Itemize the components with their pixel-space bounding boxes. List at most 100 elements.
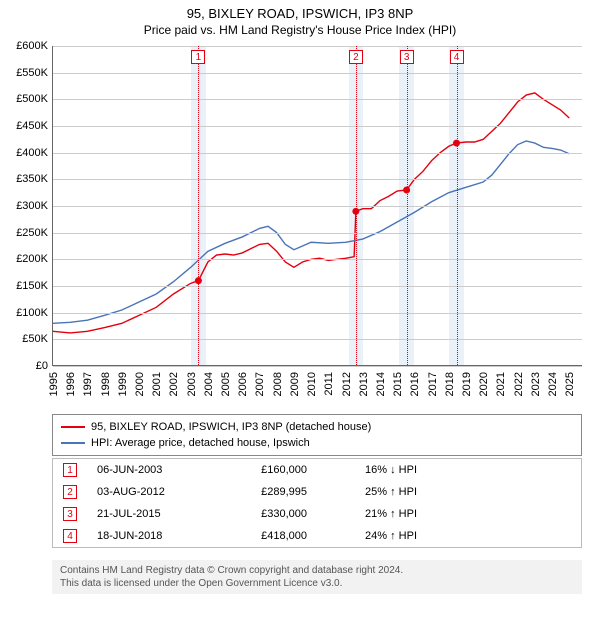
event-line xyxy=(356,46,357,365)
x-tick-label: 1995 xyxy=(48,372,60,396)
y-tick-label: £150K xyxy=(8,280,48,292)
x-tick-label: 2020 xyxy=(478,372,490,396)
attribution-footer: Contains HM Land Registry data © Crown c… xyxy=(52,560,582,594)
x-tick-label: 2021 xyxy=(495,372,507,396)
legend-swatch xyxy=(61,426,85,428)
table-date: 03-AUG-2012 xyxy=(97,486,207,498)
table-row: 3 21-JUL-2015 £330,000 21% ↑ HPI xyxy=(53,503,581,525)
x-tick-label: 2014 xyxy=(375,372,387,396)
x-tick-label: 2024 xyxy=(547,372,559,396)
legend-label: HPI: Average price, detached house, Ipsw… xyxy=(91,437,310,449)
y-tick-label: £300K xyxy=(8,200,48,212)
x-tick-label: 2000 xyxy=(134,372,146,396)
legend-swatch xyxy=(61,442,85,444)
gridline xyxy=(53,259,582,260)
gridline xyxy=(53,73,582,74)
legend-row: 95, BIXLEY ROAD, IPSWICH, IP3 8NP (detac… xyxy=(61,419,573,435)
x-tick-label: 2001 xyxy=(151,372,163,396)
y-tick-label: £200K xyxy=(8,253,48,265)
table-row: 4 18-JUN-2018 £418,000 24% ↑ HPI xyxy=(53,525,581,547)
x-tick-label: 2017 xyxy=(427,372,439,396)
table-date: 21-JUL-2015 xyxy=(97,508,207,520)
x-tick-label: 2019 xyxy=(461,372,473,396)
x-tick-label: 2003 xyxy=(186,372,198,396)
table-delta: 25% ↑ HPI xyxy=(327,486,417,498)
table-delta: 24% ↑ HPI xyxy=(327,530,417,542)
gridline xyxy=(53,99,582,100)
table-marker: 1 xyxy=(63,463,77,477)
chart-container: 95, BIXLEY ROAD, IPSWICH, IP3 8NP Price … xyxy=(0,0,600,620)
x-tick-label: 2002 xyxy=(168,372,180,396)
table-price: £160,000 xyxy=(227,464,307,476)
event-line xyxy=(457,46,458,365)
x-tick-label: 2008 xyxy=(272,372,284,396)
gridline xyxy=(53,179,582,180)
y-tick-label: £50K xyxy=(8,333,48,345)
table-marker: 4 xyxy=(63,529,77,543)
event-marker: 1 xyxy=(191,50,205,64)
table-price: £418,000 xyxy=(227,530,307,542)
y-tick-label: £100K xyxy=(8,307,48,319)
x-tick-label: 2012 xyxy=(341,372,353,396)
chart-subtitle: Price paid vs. HM Land Registry's House … xyxy=(0,21,600,37)
event-marker: 4 xyxy=(450,50,464,64)
legend-label: 95, BIXLEY ROAD, IPSWICH, IP3 8NP (detac… xyxy=(91,421,371,433)
event-marker: 2 xyxy=(349,50,363,64)
x-tick-label: 2023 xyxy=(530,372,542,396)
footer-line2: This data is licensed under the Open Gov… xyxy=(60,577,574,590)
event-marker: 3 xyxy=(400,50,414,64)
x-tick-label: 2015 xyxy=(392,372,404,396)
gridline xyxy=(53,153,582,154)
y-tick-label: £250K xyxy=(8,227,48,239)
x-tick-label: 2011 xyxy=(323,372,335,396)
x-tick-label: 1996 xyxy=(65,372,77,396)
events-table: 1 06-JUN-2003 £160,000 16% ↓ HPI 2 03-AUG-201… xyxy=(52,458,582,548)
table-row: 1 06-JUN-2003 £160,000 16% ↓ HPI xyxy=(53,459,581,481)
table-date: 18-JUN-2018 xyxy=(97,530,207,542)
y-tick-label: £550K xyxy=(8,67,48,79)
y-tick-label: £600K xyxy=(8,40,48,52)
table-row: 2 03-AUG-2012 £289,995 25% ↑ HPI xyxy=(53,481,581,503)
gridline xyxy=(53,366,582,367)
table-delta: 21% ↑ HPI xyxy=(327,508,417,520)
gridline xyxy=(53,46,582,47)
x-tick-label: 1999 xyxy=(117,372,129,396)
x-tick-label: 2005 xyxy=(220,372,232,396)
x-tick-label: 1998 xyxy=(100,372,112,396)
table-price: £289,995 xyxy=(227,486,307,498)
gridline xyxy=(53,286,582,287)
gridline xyxy=(53,206,582,207)
y-tick-label: £500K xyxy=(8,93,48,105)
x-tick-label: 2022 xyxy=(513,372,525,396)
x-tick-label: 2025 xyxy=(564,372,576,396)
x-tick-label: 1997 xyxy=(82,372,94,396)
plot-area: 1 2 3 4 xyxy=(52,46,582,366)
x-tick-label: 2004 xyxy=(203,372,215,396)
x-tick-label: 2009 xyxy=(289,372,301,396)
y-tick-label: £450K xyxy=(8,120,48,132)
footer-line1: Contains HM Land Registry data © Crown c… xyxy=(60,564,574,577)
gridline xyxy=(53,233,582,234)
table-marker: 3 xyxy=(63,507,77,521)
legend-row: HPI: Average price, detached house, Ipsw… xyxy=(61,435,573,451)
y-tick-label: £400K xyxy=(8,147,48,159)
table-price: £330,000 xyxy=(227,508,307,520)
chart-title: 95, BIXLEY ROAD, IPSWICH, IP3 8NP xyxy=(0,0,600,21)
x-tick-label: 2018 xyxy=(444,372,456,396)
table-date: 06-JUN-2003 xyxy=(97,464,207,476)
y-tick-label: £350K xyxy=(8,173,48,185)
x-tick-label: 2006 xyxy=(237,372,249,396)
table-marker: 2 xyxy=(63,485,77,499)
gridline xyxy=(53,313,582,314)
event-line xyxy=(198,46,199,365)
gridline xyxy=(53,339,582,340)
x-tick-label: 2016 xyxy=(409,372,421,396)
legend-box: 95, BIXLEY ROAD, IPSWICH, IP3 8NP (detac… xyxy=(52,414,582,456)
gridline xyxy=(53,126,582,127)
y-tick-label: £0 xyxy=(8,360,48,372)
series-property xyxy=(53,93,569,333)
table-delta: 16% ↓ HPI xyxy=(327,464,417,476)
x-tick-label: 2013 xyxy=(358,372,370,396)
x-tick-label: 2010 xyxy=(306,372,318,396)
event-line xyxy=(407,46,408,365)
